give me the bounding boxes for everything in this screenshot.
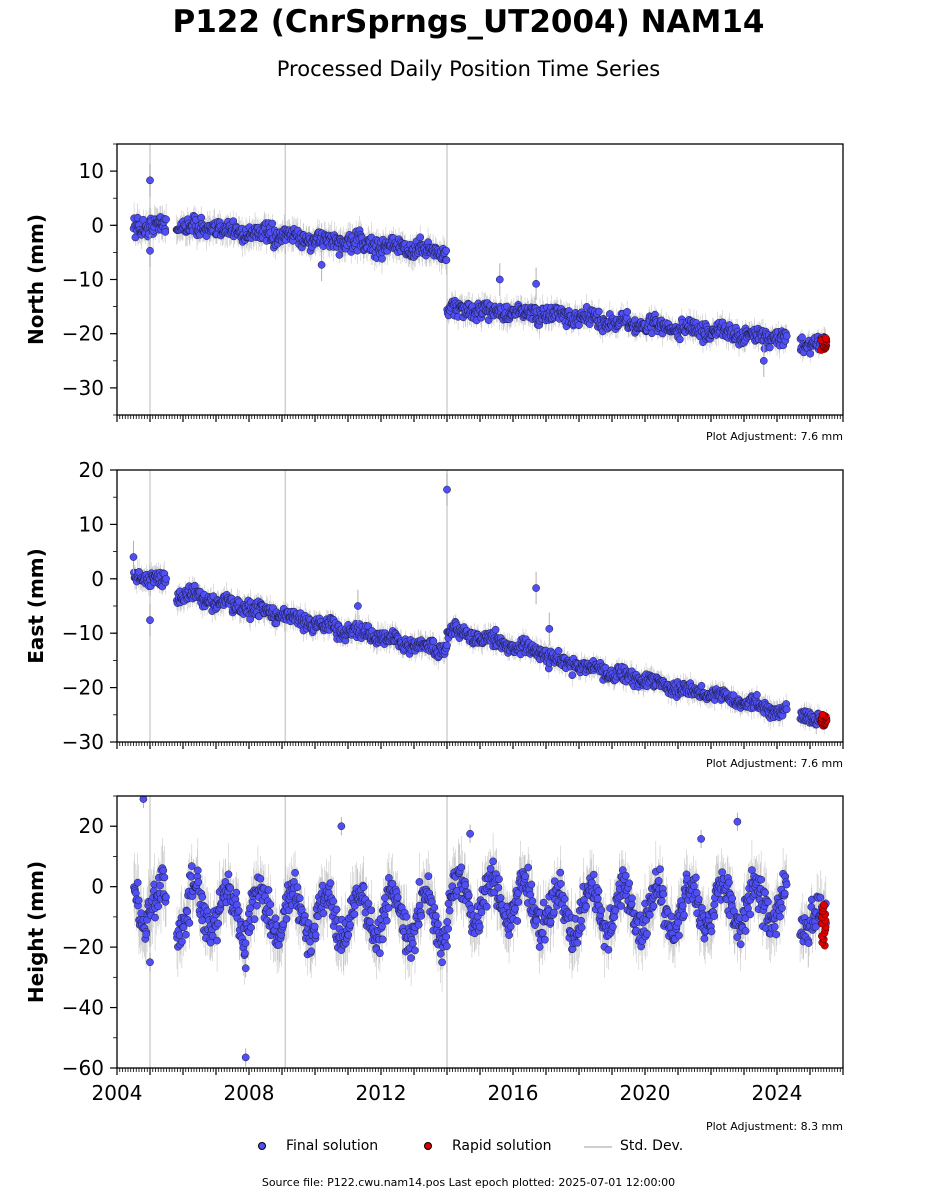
x-tick-label: 2008 [224, 1081, 275, 1105]
y-tick-label: −20 [62, 935, 104, 959]
y-tick-label: −10 [62, 268, 104, 292]
std-dev-bars [133, 559, 827, 735]
std-dev-line-icon [584, 1146, 612, 1148]
rapid-solution-points [817, 710, 831, 730]
final-solution-marker-icon [258, 1142, 266, 1150]
panel-1-plot-area [129, 470, 831, 742]
y-tick-label: −40 [62, 996, 104, 1020]
rapid-solution-marker-icon [424, 1142, 432, 1150]
outlier-point [146, 176, 154, 185]
chart-title: P122 (CnrSprngs_UT2004) NAM14 [172, 4, 765, 40]
y-tick-label: 0 [91, 875, 104, 899]
y-tick-label: −10 [62, 621, 104, 645]
y-tick-label: 0 [91, 213, 104, 237]
panel-2-plot-area [130, 796, 830, 1068]
y-tick-label: −30 [62, 376, 104, 400]
final-solution-points [130, 857, 830, 967]
x-tick-label: 2024 [752, 1081, 803, 1105]
outlier-point [241, 964, 250, 973]
outlier-point [532, 584, 540, 592]
plot-adjustment-note: Plot Adjustment: 7.6 mm [706, 430, 843, 443]
y-tick-label: 20 [79, 458, 104, 482]
chart-subtitle: Processed Daily Position Time Series [276, 57, 661, 81]
outlier-point [337, 822, 346, 831]
legend-std-label: Std. Dev. [620, 1138, 684, 1154]
y-axis-label: North (mm) [24, 214, 48, 345]
outlier-point [139, 796, 148, 803]
legend-rapid-label: Rapid solution [452, 1138, 552, 1154]
outlier-point [495, 275, 504, 284]
rapid-solution-points [818, 900, 830, 950]
outlier-point [733, 817, 742, 826]
x-tick-label: 2016 [488, 1081, 539, 1105]
plot-adjustment-note: Plot Adjustment: 8.3 mm [706, 1120, 843, 1133]
outlier-point [354, 602, 362, 610]
outlier-point [129, 553, 138, 561]
outlier-point [443, 485, 451, 494]
outlier-point [146, 958, 154, 967]
panel-0: 10 0 −10 −20 −30 North (mm) Plot Adjustment: 7… [24, 143, 844, 443]
panel-frame [116, 143, 844, 416]
final-solution-points [129, 211, 831, 358]
x-tick-label: 2012 [356, 1081, 407, 1105]
y-tick-label: 0 [91, 567, 104, 591]
outlier-point [146, 616, 154, 624]
outlier-point [241, 1053, 250, 1062]
outlier-point [317, 261, 326, 269]
outlier-point [146, 246, 154, 255]
y-tick-label: −20 [62, 676, 104, 700]
x-tick-label: 2004 [92, 1081, 143, 1105]
panel-0-plot-area [129, 144, 831, 415]
y-tick-label: 10 [79, 512, 104, 536]
plot-adjustment-note: Plot Adjustment: 7.6 mm [706, 757, 843, 770]
outlier-point [466, 829, 474, 838]
outlier-point [532, 279, 540, 288]
outlier-point [759, 356, 768, 365]
panel-1: 20 10 0 −10 −20 −30 East (mm) Plot Adjustment: … [24, 458, 844, 770]
x-tick-label: 2020 [620, 1081, 671, 1105]
y-tick-label: 20 [79, 814, 104, 838]
outlier-point [545, 624, 554, 633]
rapid-solution-points [817, 334, 831, 354]
y-axis-label: Height (mm) [24, 861, 48, 1003]
final-solution-points [130, 568, 831, 730]
y-tick-label: −20 [62, 322, 104, 346]
y-tick-label: 10 [79, 159, 104, 183]
source-footer: Source file: P122.cwu.nam14.pos Last epo… [261, 1176, 676, 1189]
outlier-point [697, 835, 705, 843]
legend-final-label: Final solution [286, 1138, 379, 1154]
y-tick-label: −60 [62, 1056, 104, 1080]
y-axis-label: East (mm) [24, 548, 48, 664]
y-tick-label: −30 [62, 730, 104, 754]
